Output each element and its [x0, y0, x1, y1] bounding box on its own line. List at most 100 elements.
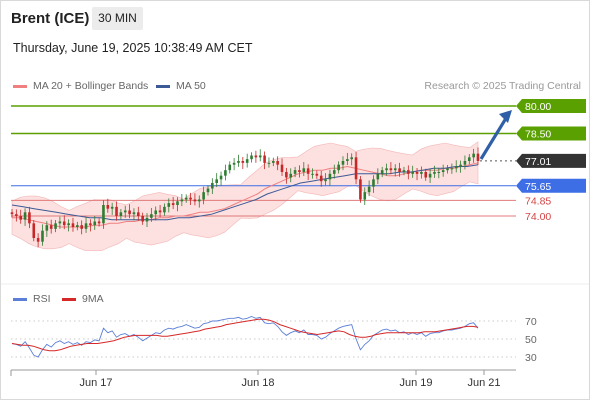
candle — [433, 165, 436, 178]
candle — [136, 206, 140, 221]
candle-body — [311, 173, 314, 175]
candle-body — [367, 186, 371, 193]
candle — [446, 165, 449, 174]
candle — [141, 212, 144, 225]
candle-body — [58, 221, 62, 224]
candle — [267, 157, 271, 168]
candle-body — [446, 168, 449, 171]
candle — [359, 176, 362, 203]
legend-ma20: MA 20 + Bollinger Bands — [13, 80, 148, 92]
candle — [245, 153, 249, 168]
resistance-1-label: 78.50 — [525, 129, 551, 141]
pivot-tag — [516, 178, 586, 193]
timeframe-button[interactable]: 30 MIN — [92, 7, 143, 30]
candle — [23, 208, 27, 226]
rsi-level-30: 30 — [525, 352, 537, 364]
x-tick-label: Jun 17 — [79, 377, 112, 389]
candle — [171, 196, 175, 210]
candle — [311, 168, 314, 179]
projection-arrowhead — [499, 110, 512, 123]
candle — [332, 164, 336, 179]
candle — [93, 216, 97, 230]
current-price-tag — [516, 153, 586, 168]
candle-body — [341, 161, 345, 165]
candle — [420, 166, 423, 179]
candle-body — [258, 155, 262, 158]
candle — [45, 221, 49, 237]
candle — [285, 167, 288, 184]
rsi-level-50: 50 — [525, 334, 537, 346]
candle-body — [76, 225, 79, 227]
candle — [472, 148, 475, 163]
candle-body — [467, 157, 471, 161]
candle-body — [237, 161, 240, 163]
candle — [237, 154, 240, 167]
candle-body — [245, 159, 249, 163]
candle — [263, 151, 266, 170]
candle-body — [372, 179, 375, 187]
candle-body — [250, 155, 253, 160]
rsi-level-70: 70 — [525, 316, 537, 328]
candle — [389, 162, 393, 175]
candle — [367, 180, 371, 197]
candle — [54, 220, 57, 233]
candle-body — [415, 172, 419, 174]
candle-body — [420, 172, 423, 174]
candle — [84, 217, 88, 233]
candle-body — [354, 157, 358, 180]
projection-arrow — [479, 114, 510, 160]
resistance-2-label: 80.00 — [525, 101, 551, 113]
candle-body — [167, 203, 171, 207]
candle-body — [132, 212, 136, 215]
candle-body — [337, 164, 340, 171]
candle-body — [302, 168, 306, 172]
candle — [298, 165, 301, 178]
candle-body — [380, 170, 384, 174]
candle — [393, 164, 397, 177]
candle — [450, 163, 454, 174]
candle — [184, 194, 188, 203]
candle-body — [202, 192, 205, 200]
candle — [123, 205, 127, 218]
candle — [376, 168, 380, 185]
candles — [10, 147, 480, 248]
candle-body — [115, 206, 118, 216]
candle-body — [228, 164, 232, 171]
candle-body — [393, 168, 397, 171]
candle-body — [411, 172, 414, 174]
candle-body — [241, 161, 245, 163]
candle-body — [476, 153, 480, 161]
candle-body — [428, 173, 432, 178]
candle — [302, 162, 306, 177]
candle — [350, 153, 354, 166]
candle-body — [28, 212, 31, 224]
ma50-label: MA 50 — [176, 80, 206, 92]
candle-body — [219, 175, 223, 180]
candle-body — [15, 214, 18, 216]
candle — [80, 220, 83, 235]
candle-body — [454, 166, 458, 169]
candle-body — [141, 216, 144, 222]
candle — [163, 203, 166, 216]
candle — [36, 233, 40, 248]
candle-body — [62, 221, 66, 226]
candle — [415, 167, 419, 181]
x-tick-label: Jun 21 — [467, 377, 500, 389]
candle-body — [232, 162, 236, 165]
candle-body — [215, 179, 218, 183]
candle-body — [163, 206, 166, 213]
candle — [241, 156, 245, 170]
candle — [115, 201, 118, 221]
legend-rsi-ma9: 9MA — [62, 293, 104, 305]
candle — [441, 164, 445, 177]
candle-body — [23, 212, 27, 220]
candle-body — [193, 199, 197, 202]
x-tick-label: Jun 18 — [241, 377, 274, 389]
candle — [306, 164, 310, 181]
candle — [293, 166, 297, 178]
candle-body — [298, 170, 301, 172]
candle-body — [180, 199, 184, 202]
candle-body — [80, 225, 83, 229]
candle — [459, 160, 462, 173]
candle-body — [441, 170, 445, 172]
